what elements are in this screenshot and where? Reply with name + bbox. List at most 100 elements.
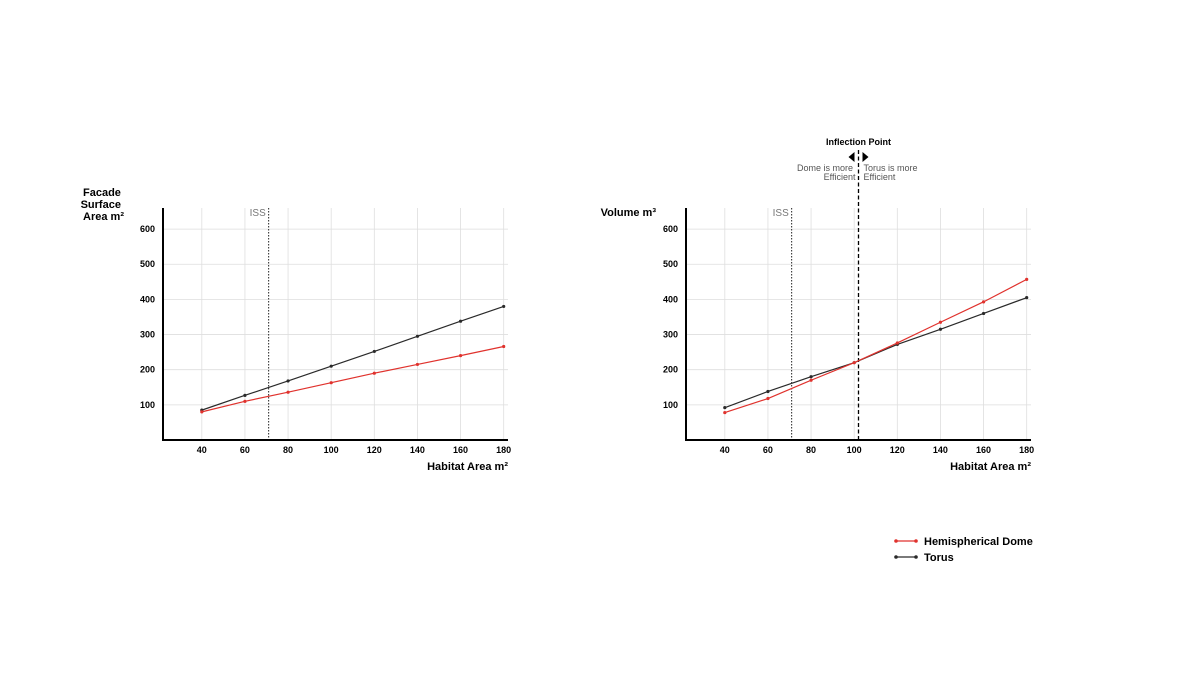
data-point-torus [286, 379, 290, 383]
data-point-dome [243, 399, 247, 403]
x-tick-label: 80 [806, 445, 816, 455]
x-tick-label: 60 [240, 445, 250, 455]
data-point-dome [458, 354, 463, 358]
data-point-torus [766, 389, 770, 394]
arrow-right-icon [862, 152, 869, 162]
y-tick-label: 100 [140, 400, 155, 410]
axes [162, 208, 508, 441]
data-point-dome [286, 390, 290, 394]
x-tick-label: 180 [496, 445, 511, 455]
x-tick-label: 120 [367, 445, 382, 455]
data-point-torus [372, 349, 376, 354]
data-point-torus [1025, 296, 1029, 300]
note-line: Efficient [864, 172, 896, 182]
data-point-dome [415, 362, 420, 367]
x-tick-label: 100 [847, 445, 862, 455]
data-point-dome [372, 371, 376, 375]
x-tick-label: 40 [197, 445, 207, 455]
data-point-dome [895, 341, 899, 345]
data-point-torus [502, 304, 506, 309]
legend-dot [894, 539, 898, 543]
inflection-marker: Inflection Point Dome is more Efficient … [797, 137, 921, 440]
data-point-torus [938, 327, 943, 331]
data-point-torus [458, 319, 463, 323]
tick-labels: 40 60 80 100 120 140 160 180 100 200 300 400 500 600 [140, 224, 511, 455]
y-axis-label-line: Surface [81, 199, 121, 211]
series-lines [200, 304, 506, 414]
data-point-torus [329, 364, 333, 368]
legend-dot [894, 555, 898, 559]
note-line: Dome is more [797, 163, 853, 173]
series-line-torus [201, 305, 504, 411]
y-tick-label: 100 [663, 400, 678, 410]
series-line-torus [724, 297, 1027, 409]
data-point-torus [243, 393, 247, 397]
data-point-dome [502, 344, 506, 349]
y-tick-label: 200 [663, 365, 678, 375]
axes [685, 208, 1031, 441]
legend: Hemispherical Dome Torus [894, 536, 1033, 564]
x-tick-label: 140 [410, 445, 425, 455]
legend-dot [914, 555, 918, 559]
legend-dot [914, 539, 918, 543]
legend-item-dome: Hemispherical Dome [894, 536, 1033, 548]
y-axis-label-line: Volume m³ [601, 207, 657, 219]
x-axis-label: Habitat Area m² [427, 461, 508, 473]
series-line-dome [201, 345, 504, 413]
y-tick-label: 400 [663, 294, 678, 304]
data-point-torus [723, 406, 727, 410]
y-tick-label: 300 [140, 330, 155, 340]
data-point-dome [809, 378, 813, 382]
x-tick-label: 140 [933, 445, 948, 455]
legend-item-torus: Torus [894, 552, 954, 564]
y-tick-label: 300 [663, 330, 678, 340]
facade-area-chart: ISS 40 60 80 100 120 140 160 180 100 200 300 400 500… [81, 187, 512, 473]
x-tick-label: 120 [890, 445, 905, 455]
x-tick-label: 80 [283, 445, 293, 455]
data-point-torus [981, 311, 986, 316]
x-tick-label: 160 [976, 445, 991, 455]
data-point-torus [415, 334, 420, 338]
y-axis-label: Volume m³ [601, 207, 657, 219]
y-axis-label-line: Area m² [83, 211, 124, 223]
inflection-title: Inflection Point [826, 137, 891, 147]
data-point-dome [766, 396, 770, 401]
x-tick-label: 160 [453, 445, 468, 455]
legend-label-dome: Hemispherical Dome [924, 536, 1033, 548]
iss-label: ISS [250, 208, 266, 219]
y-tick-label: 600 [140, 224, 155, 234]
y-axis-label: Facade Surface Area m² [81, 187, 125, 223]
y-axis-label-line: Facade [83, 187, 121, 199]
y-tick-label: 500 [140, 259, 155, 269]
series-line-dome [724, 278, 1027, 414]
x-axis-label: Habitat Area m² [950, 461, 1031, 473]
data-point-dome [1025, 277, 1029, 281]
x-tick-label: 40 [720, 445, 730, 455]
legend-label-torus: Torus [924, 552, 954, 564]
y-tick-label: 500 [663, 259, 678, 269]
series-lines [723, 277, 1029, 415]
data-point-dome [723, 410, 727, 415]
x-tick-label: 180 [1019, 445, 1034, 455]
data-point-dome [981, 300, 986, 304]
data-point-dome [938, 320, 943, 324]
iss-marker: ISS [250, 208, 270, 440]
note-line: Efficient [824, 172, 856, 182]
dome-efficient-note: Dome is more Efficient [797, 163, 856, 182]
x-tick-label: 100 [324, 445, 339, 455]
iss-marker: ISS [773, 208, 793, 440]
gridlines [163, 208, 508, 440]
arrow-left-icon [848, 152, 855, 162]
data-point-dome [852, 361, 856, 365]
torus-efficient-note: Torus is more Efficient [864, 163, 921, 182]
y-tick-label: 200 [140, 365, 155, 375]
x-tick-label: 60 [763, 445, 773, 455]
data-point-dome [200, 410, 204, 414]
volume-chart: ISS Inflection Point Dome is more Effici… [601, 137, 1035, 473]
y-tick-label: 400 [140, 294, 155, 304]
y-tick-label: 600 [663, 224, 678, 234]
note-line: Torus is more [864, 163, 918, 173]
data-point-torus [809, 375, 813, 379]
data-point-dome [329, 381, 333, 385]
